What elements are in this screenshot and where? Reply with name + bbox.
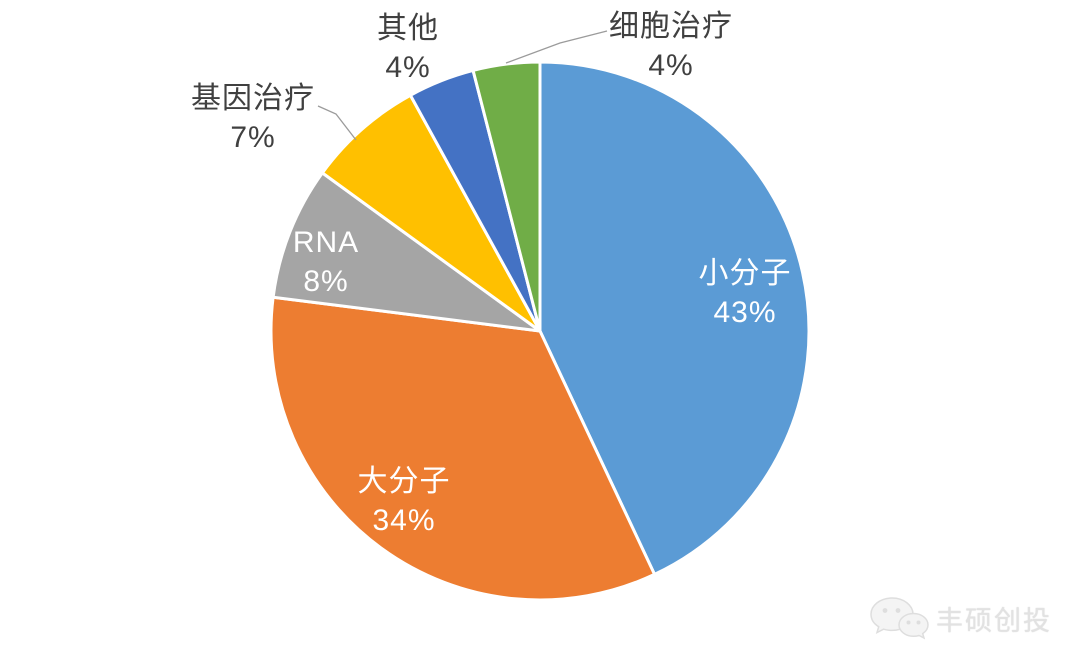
pie-slice-大分子: [269, 295, 657, 602]
pie-slice-基因治疗: [320, 93, 542, 333]
wechat-icon: [870, 597, 929, 640]
leader-line-基因治疗: [317, 105, 357, 141]
watermark: 丰硕创投: [868, 596, 1052, 640]
leader-line-细胞治疗: [505, 30, 608, 64]
watermark-text: 丰硕创投: [936, 605, 1052, 636]
pie-slice-RNA: [271, 171, 542, 333]
pie-slice-细胞治疗: [471, 60, 542, 333]
pie-slice-小分子: [538, 60, 811, 576]
